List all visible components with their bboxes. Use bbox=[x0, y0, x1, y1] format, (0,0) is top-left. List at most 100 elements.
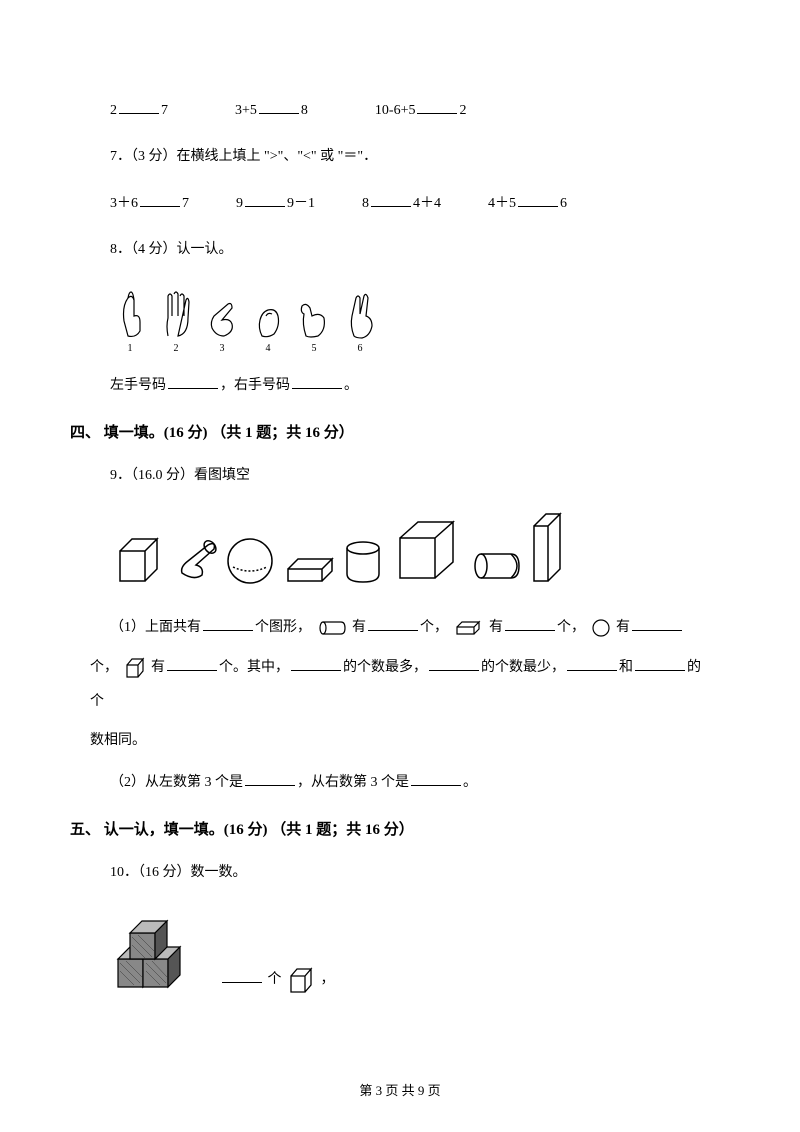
hand-num: 4 bbox=[266, 341, 271, 357]
q6-a0: 2 bbox=[110, 103, 117, 118]
q10-label: 10．（16 分）数一数。 bbox=[90, 862, 710, 884]
blank[interactable] bbox=[245, 772, 295, 786]
hand-icon bbox=[110, 286, 150, 341]
q7-a2: 8 bbox=[362, 196, 369, 211]
blank[interactable] bbox=[371, 193, 411, 207]
cylinder-inline-icon bbox=[317, 619, 347, 637]
text: 的个数最多， bbox=[343, 660, 427, 675]
cuboid-flat-icon bbox=[282, 551, 337, 586]
text: 和 bbox=[619, 660, 633, 675]
shapes-row bbox=[90, 511, 710, 586]
text: （2）从左数第 3 个是 bbox=[110, 775, 243, 790]
text: 个。其中， bbox=[219, 660, 289, 675]
cylinder-side-icon bbox=[469, 546, 524, 586]
text: 有 bbox=[616, 620, 630, 635]
blank[interactable] bbox=[203, 617, 253, 631]
q7-b0: 7 bbox=[182, 196, 189, 211]
q9-label: 9．（16.0 分）看图填空 bbox=[90, 465, 710, 487]
section5-title: 五、 认一认，填一填。(16 分) （共 1 题；共 16 分） bbox=[70, 818, 710, 842]
hand-icon bbox=[294, 286, 334, 341]
q9-l3: 数相同。 bbox=[90, 724, 710, 758]
text: 个， bbox=[557, 620, 585, 635]
q7-a1: 9 bbox=[236, 196, 243, 211]
q7-b3: 6 bbox=[560, 196, 567, 211]
text: 有 bbox=[352, 620, 366, 635]
q8-label: 8．（4 分）认一认。 bbox=[90, 239, 710, 261]
q6-b1: 8 bbox=[301, 103, 308, 118]
q9-l1: （1）上面共有 个图形， 有 个， 有 个， 有 bbox=[90, 611, 710, 645]
blank[interactable] bbox=[119, 100, 159, 114]
text: （1）上面共有 bbox=[110, 620, 201, 635]
q7-row: 3＋6 7 9 9－1 8 4＋4 4＋5 6 bbox=[90, 193, 710, 215]
q7-a3: 4＋5 bbox=[488, 196, 516, 211]
cylinder-icon bbox=[174, 531, 219, 586]
blank[interactable] bbox=[259, 100, 299, 114]
cuboid-inline-icon bbox=[454, 620, 484, 636]
hand-icon bbox=[248, 286, 288, 341]
q6-row: 2 7 3+5 8 10-6+5 2 bbox=[90, 100, 710, 122]
blank[interactable] bbox=[222, 969, 262, 983]
hands-row: 1 2 3 4 5 6 bbox=[90, 286, 710, 357]
hand-num: 2 bbox=[174, 341, 179, 357]
blank[interactable] bbox=[567, 657, 617, 671]
q6-a1: 3+5 bbox=[235, 103, 257, 118]
page-footer: 第 3 页 共 9 页 bbox=[0, 1081, 800, 1102]
blank[interactable] bbox=[168, 375, 218, 389]
blank[interactable] bbox=[429, 657, 479, 671]
section4-title: 四、 填一填。(16 分) （共 1 题；共 16 分） bbox=[70, 421, 710, 445]
hand-num: 5 bbox=[312, 341, 317, 357]
text: 。 bbox=[463, 775, 477, 790]
text: 个图形， bbox=[255, 620, 311, 635]
hand-icon bbox=[202, 286, 242, 341]
text: 有 bbox=[489, 620, 503, 635]
q10-figure: 个 ， bbox=[90, 909, 710, 994]
q7-label: 7．（3 分）在横线上填上 ">"、"<" 或 "＝"． bbox=[90, 146, 710, 168]
blank[interactable] bbox=[505, 617, 555, 631]
stacked-cubes-icon bbox=[110, 909, 210, 994]
sphere-icon bbox=[223, 531, 278, 586]
blank[interactable] bbox=[291, 657, 341, 671]
q7-b2: 4＋4 bbox=[413, 196, 441, 211]
blank[interactable] bbox=[518, 193, 558, 207]
q6-b0: 7 bbox=[161, 103, 168, 118]
blank[interactable] bbox=[140, 193, 180, 207]
blank[interactable] bbox=[635, 657, 685, 671]
q8-right: ，右手号码 bbox=[220, 378, 290, 393]
q10-answer: 个 ， bbox=[220, 966, 335, 994]
q9-l2: 个， 有个。其中，的个数最多，的个数最少，和的个 bbox=[90, 651, 710, 718]
cube-outline-icon bbox=[287, 966, 315, 994]
text: 的个数最少， bbox=[481, 660, 565, 675]
text: 个， bbox=[90, 660, 118, 675]
q8-line: 左手号码 ，右手号码 。 bbox=[90, 375, 710, 397]
hand-num: 6 bbox=[358, 341, 363, 357]
text: ， bbox=[321, 972, 335, 987]
q7-b1: 9－1 bbox=[287, 196, 315, 211]
big-cube-icon bbox=[390, 516, 465, 586]
blank[interactable] bbox=[245, 193, 285, 207]
q7-a0: 3＋6 bbox=[110, 196, 138, 211]
blank[interactable] bbox=[292, 375, 342, 389]
cube-inline-icon bbox=[124, 657, 146, 679]
text: ，从右数第 3 个是 bbox=[297, 775, 409, 790]
blank[interactable] bbox=[411, 772, 461, 786]
text: 有 bbox=[151, 660, 165, 675]
hand-num: 3 bbox=[220, 341, 225, 357]
q8-period: 。 bbox=[344, 378, 358, 393]
cylinder-upright-icon bbox=[341, 536, 386, 586]
hand-icon bbox=[156, 286, 196, 341]
hand-num: 1 bbox=[128, 341, 133, 357]
q9-l4: （2）从左数第 3 个是 ，从右数第 3 个是 。 bbox=[90, 772, 710, 794]
cube-icon bbox=[110, 531, 170, 586]
text: 个 bbox=[268, 972, 282, 987]
hand-icon bbox=[340, 286, 380, 341]
q6-a2: 10-6+5 bbox=[375, 103, 416, 118]
blank[interactable] bbox=[167, 657, 217, 671]
cuboid-tall-icon bbox=[528, 511, 568, 586]
blank[interactable] bbox=[632, 617, 682, 631]
q6-b2: 2 bbox=[459, 103, 466, 118]
text: 个， bbox=[420, 620, 448, 635]
sphere-inline-icon bbox=[591, 618, 611, 638]
blank[interactable] bbox=[417, 100, 457, 114]
blank[interactable] bbox=[368, 617, 418, 631]
q8-left: 左手号码 bbox=[110, 378, 166, 393]
